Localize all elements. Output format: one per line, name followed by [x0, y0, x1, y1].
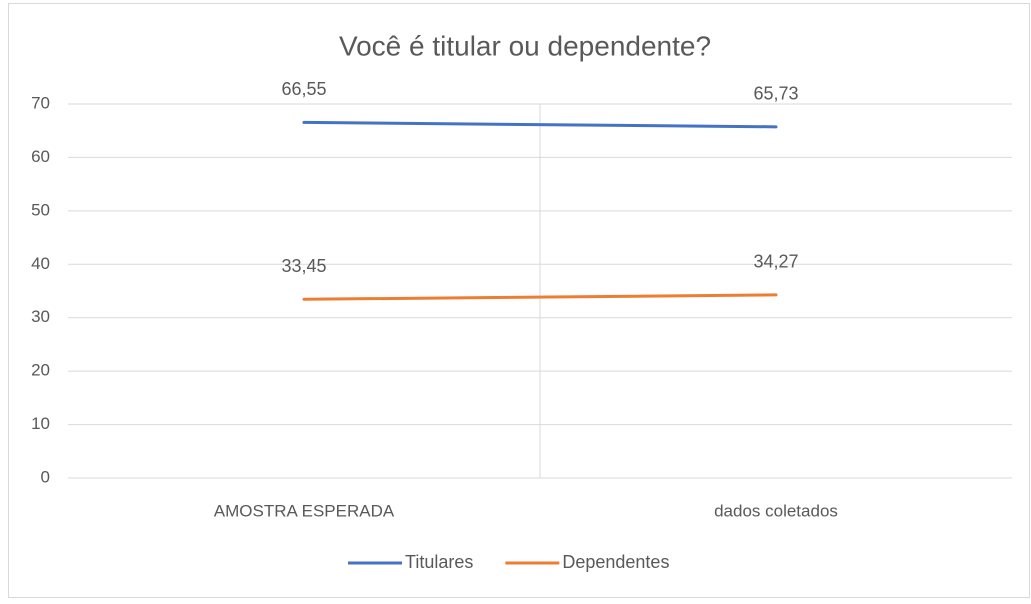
y-tick-label: 70 — [31, 93, 50, 112]
y-tick-label: 40 — [31, 254, 50, 273]
chart-frame — [8, 3, 1030, 598]
x-tick-label: dados coletados — [714, 501, 838, 520]
y-tick-label: 60 — [31, 147, 50, 166]
y-tick-label: 0 — [41, 467, 50, 486]
legend-label: Titulares — [405, 552, 473, 572]
series-line — [302, 120, 778, 129]
y-tick-label: 30 — [31, 307, 50, 326]
series-line — [302, 293, 778, 301]
legend-label: Dependentes — [562, 552, 669, 572]
data-label: 34,27 — [753, 252, 798, 272]
chart-title: Você é titular ou dependente? — [339, 30, 711, 61]
data-label: 33,45 — [281, 256, 326, 276]
y-tick-label: 10 — [31, 414, 50, 433]
x-tick-label: AMOSTRA ESPERADA — [214, 501, 395, 520]
y-tick-label: 20 — [31, 361, 50, 380]
data-label: 65,73 — [753, 84, 798, 104]
data-label: 66,55 — [281, 79, 326, 99]
y-tick-label: 50 — [31, 200, 50, 219]
